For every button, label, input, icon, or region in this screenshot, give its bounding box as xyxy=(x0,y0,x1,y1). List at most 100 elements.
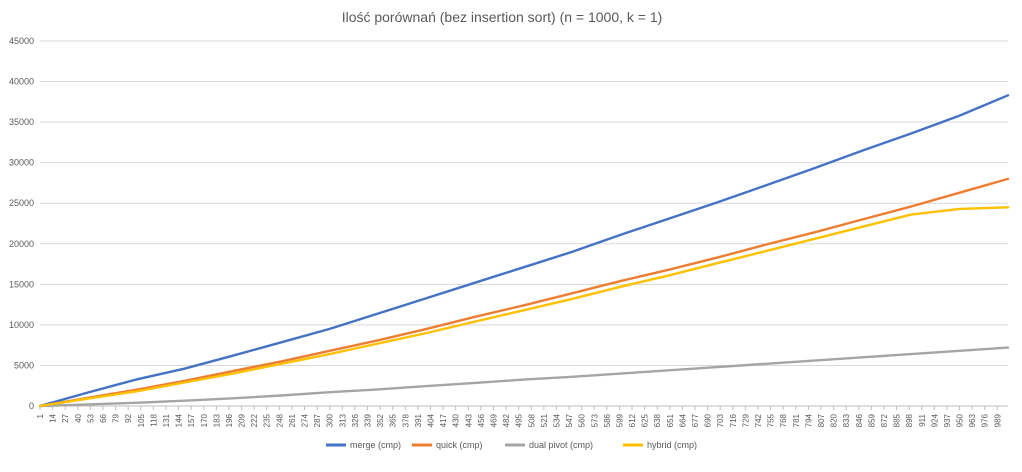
x-tick-label: 833 xyxy=(842,413,851,427)
x-tick-label: 573 xyxy=(590,413,599,427)
x-tick-label: 391 xyxy=(414,413,423,427)
x-tick-label: 430 xyxy=(452,413,461,427)
x-tick-label: 612 xyxy=(628,413,637,427)
x-tick-label: 534 xyxy=(552,413,561,427)
y-tick-label: 35000 xyxy=(9,117,34,127)
x-tick-label: 105 xyxy=(137,413,146,427)
y-tick-label: 40000 xyxy=(9,77,34,87)
x-tick-label: 456 xyxy=(477,413,486,427)
x-tick-label: 781 xyxy=(792,413,801,427)
legend-label-0: merge (cmp) xyxy=(350,440,401,450)
x-tick-label: 651 xyxy=(666,413,675,427)
x-tick-label: 599 xyxy=(615,413,624,427)
series-line-3 xyxy=(38,206,1010,408)
series-line-1 xyxy=(38,177,1010,408)
x-tick-label: 66 xyxy=(99,413,108,422)
x-tick-label: 469 xyxy=(489,413,498,427)
x-tick-label: 547 xyxy=(565,413,574,427)
x-tick-label: 443 xyxy=(464,413,473,427)
legend: merge (cmp) quick (cmp) dual pivot (cmp) hy… xyxy=(326,440,697,450)
x-tick-label: 53 xyxy=(86,413,95,422)
x-tick-label: 560 xyxy=(578,413,587,427)
x-tick-label: 820 xyxy=(830,413,839,427)
x-tick-label: 703 xyxy=(716,413,725,427)
x-tick-label: 170 xyxy=(200,413,209,427)
y-tick-label: 30000 xyxy=(9,158,34,168)
x-tick-label: 846 xyxy=(855,413,864,427)
x-tick-label: 352 xyxy=(376,413,385,427)
x-tick-label: 495 xyxy=(515,413,524,427)
x-tick-label: 79 xyxy=(112,413,121,422)
x-tick-label: 950 xyxy=(956,413,965,427)
y-tick-label: 0 xyxy=(29,401,34,411)
y-tick-label: 25000 xyxy=(9,198,34,208)
x-tick-label: 664 xyxy=(678,413,687,427)
x-tick-label: 872 xyxy=(880,413,889,427)
x-tick-label: 989 xyxy=(993,413,1002,427)
x-tick-label: 755 xyxy=(767,413,776,427)
y-tick-label: 5000 xyxy=(14,360,34,370)
x-tick-label: 690 xyxy=(704,413,713,427)
x-tick-label: 521 xyxy=(540,413,549,427)
x-tick-label: 404 xyxy=(426,413,435,427)
x-tick-label: 625 xyxy=(641,413,650,427)
x-tick-label: 677 xyxy=(691,413,700,427)
x-tick-label: 911 xyxy=(918,413,927,426)
y-axis: 0 5000 10000 15000 20000 25000 30000 35000 40000… xyxy=(9,36,34,411)
y-tick-label: 15000 xyxy=(9,279,34,289)
x-tick-label: 417 xyxy=(439,413,448,427)
y-tick-label: 20000 xyxy=(9,239,34,249)
legend-label-2: dual pivot (cmp) xyxy=(529,440,593,450)
x-tick-label: 287 xyxy=(313,413,322,427)
x-tick-label: 742 xyxy=(754,413,763,427)
x-tick-label: 508 xyxy=(527,413,536,427)
x-tick-label: 248 xyxy=(275,413,284,427)
x-axis: 1 14 27 40 53 66 79 92 105 118 131 144 157 170 183 196 2… xyxy=(36,405,1008,427)
x-tick-label: 885 xyxy=(893,413,902,427)
x-tick-label: 92 xyxy=(124,413,133,422)
x-tick-label: 157 xyxy=(187,413,196,427)
x-tick-label: 729 xyxy=(741,413,750,427)
x-tick-label: 937 xyxy=(943,413,952,427)
x-tick-label: 40 xyxy=(74,413,83,422)
x-tick-label: 859 xyxy=(867,413,876,427)
x-tick-label: 183 xyxy=(212,413,221,427)
y-tick-label: 10000 xyxy=(9,320,34,330)
x-tick-label: 807 xyxy=(817,413,826,427)
x-tick-label: 196 xyxy=(225,413,234,427)
x-tick-label: 27 xyxy=(61,413,70,422)
x-tick-label: 586 xyxy=(603,413,612,427)
chart-title: Ilość porównań (bez insertion sort) (n =… xyxy=(342,9,663,25)
series-line-2 xyxy=(38,346,1010,408)
x-tick-label: 976 xyxy=(981,413,990,427)
x-tick-label: 209 xyxy=(238,413,247,427)
x-tick-label: 261 xyxy=(288,413,297,427)
legend-label-1: quick (cmp) xyxy=(436,440,483,450)
gridlines xyxy=(40,40,1008,407)
x-tick-label: 716 xyxy=(729,413,738,427)
y-tick-label: 45000 xyxy=(9,36,34,46)
x-tick-label: 222 xyxy=(250,413,259,427)
series-lines xyxy=(38,94,1010,408)
x-tick-label: 313 xyxy=(338,413,347,427)
legend-label-3: hybrid (cmp) xyxy=(647,440,697,450)
x-tick-label: 365 xyxy=(389,413,398,427)
x-tick-label: 274 xyxy=(301,413,310,427)
x-tick-label: 898 xyxy=(905,413,914,427)
x-tick-label: 963 xyxy=(968,413,977,427)
x-tick-label: 300 xyxy=(326,413,335,427)
x-tick-label: 1 xyxy=(36,413,45,418)
x-tick-label: 482 xyxy=(502,413,511,427)
x-tick-label: 235 xyxy=(263,413,272,427)
x-tick-label: 924 xyxy=(930,413,939,427)
x-tick-label: 326 xyxy=(351,413,360,427)
x-tick-label: 118 xyxy=(149,413,158,426)
series-line-0 xyxy=(38,94,1010,408)
x-tick-label: 14 xyxy=(49,413,58,422)
x-tick-label: 794 xyxy=(804,413,813,427)
x-tick-label: 768 xyxy=(779,413,788,427)
x-tick-label: 339 xyxy=(364,413,373,427)
x-tick-label: 144 xyxy=(175,413,184,427)
